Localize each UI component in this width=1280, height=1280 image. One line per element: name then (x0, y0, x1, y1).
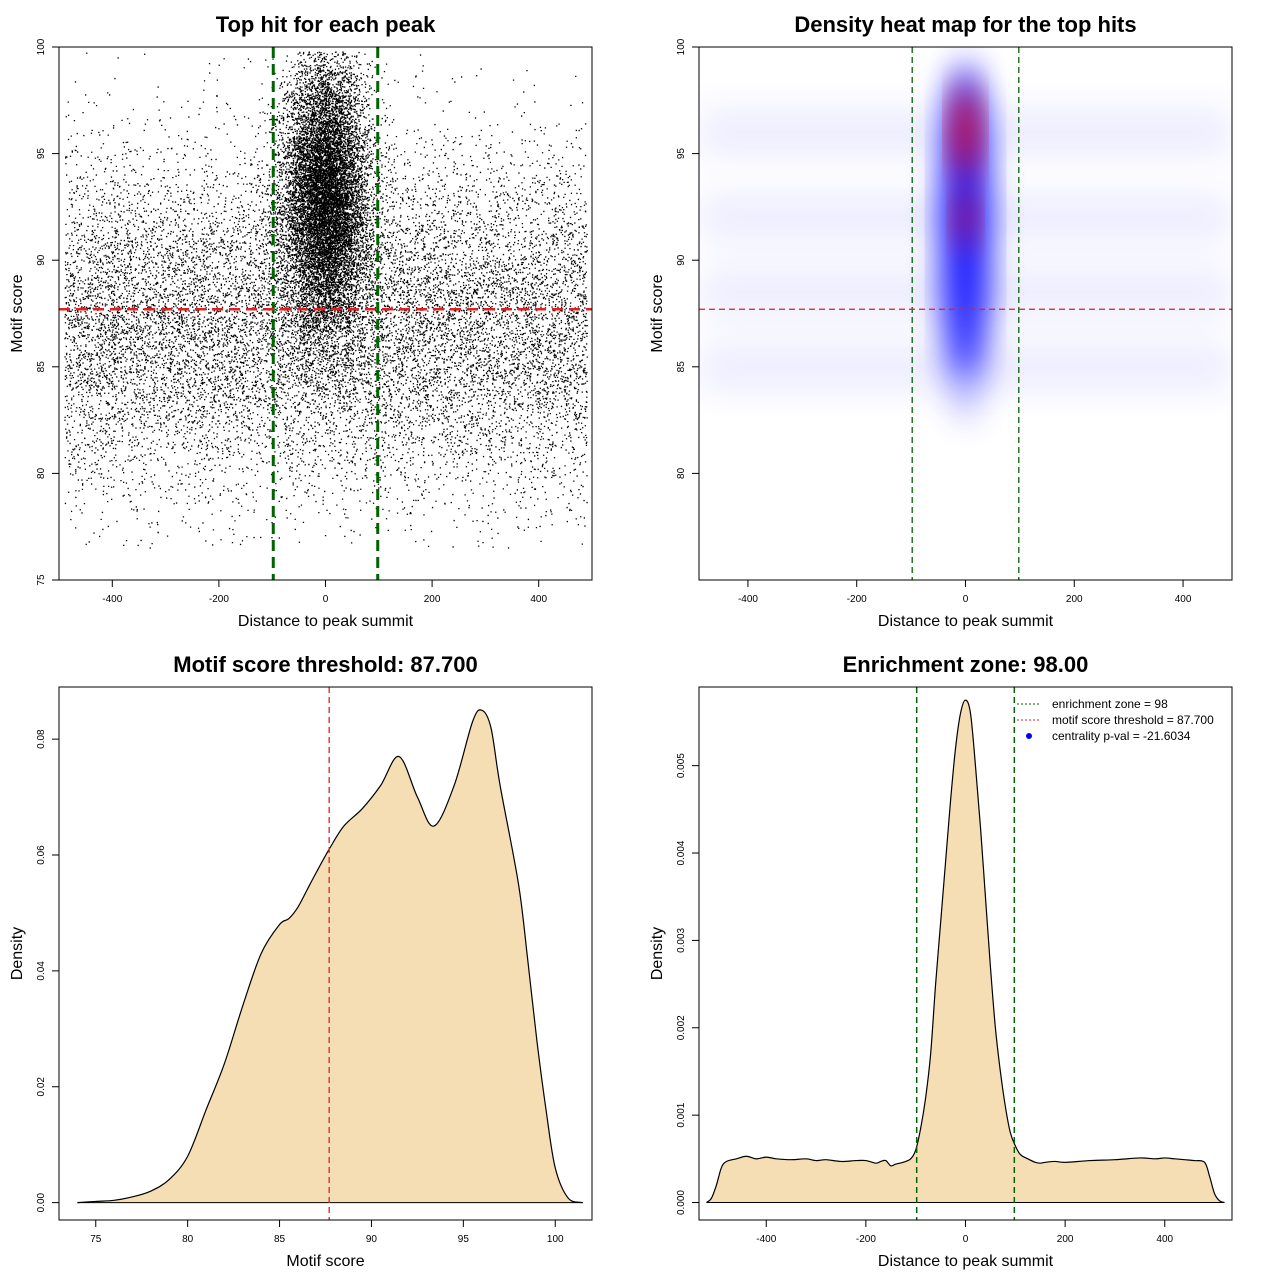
x-tick-label: -400 (102, 594, 122, 605)
chart-title: Density heat map for the top hits (794, 12, 1136, 37)
y-tick-label: 100 (676, 38, 687, 55)
y-tick-label: 0.08 (36, 729, 47, 749)
y-tick-label: 85 (676, 361, 687, 373)
y-tick-label: 0.06 (36, 845, 47, 865)
x-tick-label: -200 (856, 1234, 876, 1245)
density-curve (77, 709, 583, 1204)
y-tick-label: 0.02 (36, 1077, 47, 1097)
x-axis-label: Distance to peak summit (878, 613, 1054, 630)
plot-border (698, 46, 1233, 581)
x-axis: -400 -200 0 200 400 (738, 580, 1192, 605)
heat-layer (699, 47, 1232, 580)
y-axis: 75 80 85 90 95 100 (36, 38, 59, 586)
legend-item-label: centrality p-val = -21.6034 (1052, 729, 1191, 743)
x-tick-label: 400 (1156, 1234, 1173, 1245)
y-tick-label: 85 (36, 361, 47, 373)
x-tick-label: -400 (738, 594, 758, 605)
y-tick-label: 0.00 (36, 1192, 47, 1212)
x-tick-label: -200 (847, 594, 867, 605)
x-axis-label: Distance to peak summit (878, 1253, 1054, 1270)
y-axis-label: Motif score (9, 274, 26, 352)
scatter-panel: Top hit for each peak Distance to peak su… (9, 12, 593, 630)
plot-border (698, 686, 1233, 1221)
y-tick-label: 75 (36, 574, 47, 586)
x-tick-label: 200 (1066, 594, 1083, 605)
y-tick-label: 80 (36, 467, 47, 479)
x-tick-label: 200 (424, 594, 441, 605)
distance-density-panel: Enrichment zone: 98.00 Distance to peak s… (649, 652, 1233, 1270)
score-density-panel: Motif score threshold: 87.700 Motif score… (9, 652, 593, 1270)
x-tick-label: 80 (182, 1234, 194, 1245)
y-axis-label: Motif score (649, 274, 666, 352)
x-tick-label: 75 (90, 1234, 102, 1245)
x-tick-label: 0 (323, 594, 329, 605)
x-axis: -400 -200 0 200 400 (756, 1220, 1174, 1245)
chart-title: Top hit for each peak (216, 12, 436, 37)
y-tick-label: 90 (676, 254, 687, 266)
plot-border (58, 46, 593, 581)
x-tick-label: -200 (209, 594, 229, 605)
x-tick-label: 100 (547, 1234, 564, 1245)
y-tick-label: 0.04 (36, 961, 47, 981)
x-tick-label: 90 (366, 1234, 378, 1245)
y-tick-label: 80 (676, 467, 687, 479)
y-tick-label: 95 (36, 148, 47, 160)
x-tick-label: 85 (274, 1234, 286, 1245)
y-tick-label: 95 (676, 148, 687, 160)
x-tick-label: 400 (1175, 594, 1192, 605)
legend-item-label: enrichment zone = 98 (1052, 697, 1168, 711)
y-axis-label: Density (9, 927, 26, 980)
y-tick-label: 0.000 (676, 1190, 687, 1215)
x-tick-label: 0 (963, 1234, 969, 1245)
heatmap-panel: Density heat map for the top hits Distanc… (649, 12, 1233, 630)
chart-title: Motif score threshold: 87.700 (173, 652, 477, 677)
y-axis: 80 85 90 95 100 (676, 38, 699, 479)
y-axis-label: Density (649, 927, 666, 980)
density-area (77, 709, 583, 1203)
legend: enrichment zone = 98 motif score threshol… (1017, 697, 1214, 743)
legend-item-label: motif score threshold = 87.700 (1052, 713, 1214, 727)
x-axis-label: Motif score (286, 1253, 364, 1270)
density-area (706, 700, 1225, 1203)
plot-border (58, 686, 593, 1221)
chart-title: Enrichment zone: 98.00 (843, 652, 1089, 677)
y-axis: 0.00 0.02 0.04 0.06 0.08 (36, 729, 59, 1212)
y-tick-label: 90 (36, 254, 47, 266)
x-tick-label: 200 (1057, 1234, 1074, 1245)
y-tick-label: 0.002 (676, 1015, 687, 1040)
y-tick-label: 0.004 (676, 840, 687, 865)
x-axis: -400 -200 0 200 400 (102, 580, 547, 605)
heat-peak (953, 87, 978, 178)
x-axis-label: Distance to peak summit (238, 613, 414, 630)
x-axis: 75 80 85 90 95 100 (90, 1220, 564, 1245)
x-tick-label: 0 (963, 594, 969, 605)
scatter-points (64, 51, 589, 549)
x-tick-label: 95 (458, 1234, 470, 1245)
y-axis: 0.000 0.001 0.002 0.003 0.004 0.005 (676, 753, 699, 1215)
heat-peak-lower (955, 187, 976, 248)
legend-point-marker (1026, 733, 1032, 739)
x-tick-label: 400 (530, 594, 547, 605)
y-tick-label: 0.001 (676, 1102, 687, 1127)
x-tick-label: -400 (756, 1234, 776, 1245)
density-curve (706, 699, 1225, 1204)
y-tick-label: 0.003 (676, 927, 687, 952)
y-tick-label: 100 (36, 38, 47, 55)
y-tick-label: 0.005 (676, 753, 687, 778)
